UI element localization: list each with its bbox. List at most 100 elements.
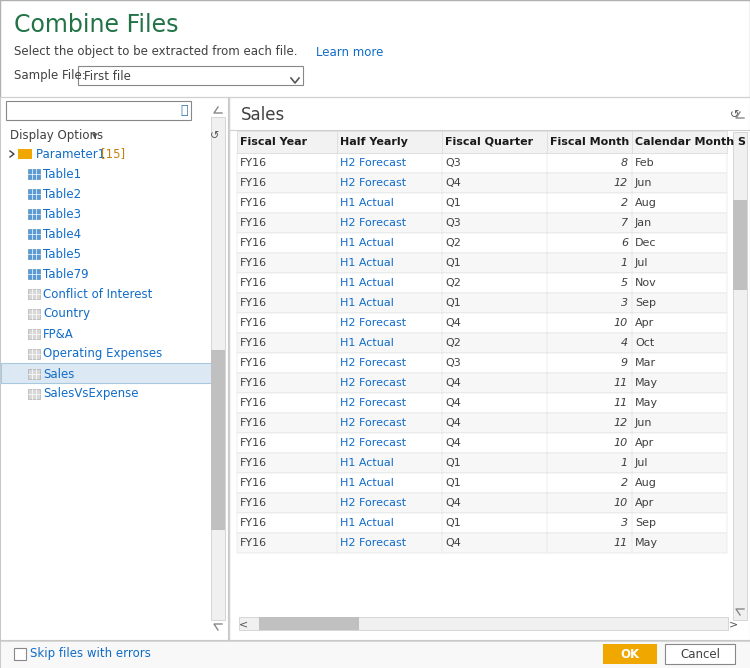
Text: 8: 8 (621, 158, 628, 168)
Text: H1 Actual: H1 Actual (340, 518, 394, 528)
Text: FY16: FY16 (240, 358, 267, 368)
Bar (237, 413, 727, 433)
Text: H2 Forecast: H2 Forecast (340, 218, 406, 228)
Bar (211, 117, 225, 620)
Text: Half Yearly: Half Yearly (340, 137, 408, 147)
Bar (28, 249, 40, 259)
Text: Q2: Q2 (445, 238, 460, 248)
Text: 2: 2 (621, 478, 628, 488)
Text: H2 Forecast: H2 Forecast (340, 538, 406, 548)
Bar (239, 617, 728, 630)
Text: Q4: Q4 (445, 318, 460, 328)
Bar (237, 293, 727, 313)
Text: Select the object to be extracted from each file.: Select the object to be extracted from e… (14, 45, 298, 59)
Text: FY16: FY16 (240, 338, 267, 348)
Text: Apr: Apr (635, 318, 654, 328)
Text: H2 Forecast: H2 Forecast (340, 438, 406, 448)
Bar (733, 132, 747, 620)
Text: H2 Forecast: H2 Forecast (340, 158, 406, 168)
Bar (237, 333, 727, 353)
Bar (237, 153, 727, 173)
Text: 11: 11 (614, 378, 628, 388)
Text: Q1: Q1 (445, 518, 460, 528)
Text: H1 Actual: H1 Actual (340, 298, 394, 308)
Text: Table4: Table4 (43, 228, 81, 240)
Text: Q2: Q2 (445, 278, 460, 288)
Text: Table5: Table5 (43, 248, 81, 261)
Text: H1 Actual: H1 Actual (340, 478, 394, 488)
Text: 11: 11 (614, 398, 628, 408)
Bar (733, 200, 747, 290)
Bar (237, 473, 727, 493)
Bar (237, 453, 727, 473)
Bar (237, 273, 727, 293)
Text: FY16: FY16 (240, 298, 267, 308)
Bar (229, 97, 750, 640)
Text: Jul: Jul (635, 258, 649, 268)
Text: May: May (635, 378, 658, 388)
Text: <: < (238, 619, 248, 629)
Text: Jun: Jun (635, 178, 652, 188)
Bar (18, 149, 32, 159)
Text: FY16: FY16 (240, 518, 267, 528)
Text: Feb: Feb (635, 158, 655, 168)
Text: H2 Forecast: H2 Forecast (340, 398, 406, 408)
Text: 10: 10 (614, 318, 628, 328)
Text: ↺: ↺ (210, 131, 219, 141)
Text: Q3: Q3 (445, 358, 460, 368)
Text: Q3: Q3 (445, 158, 460, 168)
Text: Q4: Q4 (445, 378, 460, 388)
Text: H2 Forecast: H2 Forecast (340, 178, 406, 188)
Text: Parameter1: Parameter1 (36, 148, 109, 160)
Text: Q4: Q4 (445, 398, 460, 408)
Text: Mar: Mar (635, 358, 656, 368)
Bar (28, 389, 40, 399)
Text: FY16: FY16 (240, 258, 267, 268)
Text: Display Options: Display Options (10, 130, 103, 142)
Bar (237, 353, 727, 373)
Text: Sales: Sales (43, 367, 74, 381)
Bar (78, 66, 303, 85)
Text: FP&A: FP&A (43, 327, 74, 341)
Text: 1: 1 (621, 258, 628, 268)
Text: Learn more: Learn more (316, 45, 383, 59)
Text: Q4: Q4 (445, 438, 460, 448)
Bar (28, 209, 40, 219)
Text: Sep: Sep (635, 518, 656, 528)
Text: Q4: Q4 (445, 418, 460, 428)
Text: H1 Actual: H1 Actual (340, 258, 394, 268)
Text: Jun: Jun (635, 418, 652, 428)
Text: FY16: FY16 (240, 418, 267, 428)
Text: 10: 10 (614, 498, 628, 508)
Text: Q1: Q1 (445, 258, 460, 268)
Bar (237, 513, 727, 533)
Text: H2 Forecast: H2 Forecast (340, 378, 406, 388)
Text: Operating Expenses: Operating Expenses (43, 347, 162, 361)
Text: Q2: Q2 (445, 338, 460, 348)
Text: FY16: FY16 (240, 318, 267, 328)
Text: H2 Forecast: H2 Forecast (340, 358, 406, 368)
Bar (28, 329, 40, 339)
Text: H2 Forecast: H2 Forecast (340, 498, 406, 508)
Bar (28, 269, 40, 279)
Text: May: May (635, 538, 658, 548)
Text: FY16: FY16 (240, 538, 267, 548)
Text: First file: First file (84, 69, 130, 83)
Text: 3: 3 (621, 518, 628, 528)
Bar (28, 309, 40, 319)
Bar (237, 393, 727, 413)
Bar (237, 213, 727, 233)
Text: H1 Actual: H1 Actual (340, 198, 394, 208)
Text: Q1: Q1 (445, 478, 460, 488)
Text: H2 Forecast: H2 Forecast (340, 318, 406, 328)
Text: FY16: FY16 (240, 278, 267, 288)
Text: FY16: FY16 (240, 178, 267, 188)
Text: Q1: Q1 (445, 298, 460, 308)
Text: Dec: Dec (635, 238, 656, 248)
Text: 6: 6 (621, 238, 628, 248)
Text: H1 Actual: H1 Actual (340, 278, 394, 288)
Bar (18, 149, 32, 153)
Text: H1 Actual: H1 Actual (340, 238, 394, 248)
Bar (237, 373, 727, 393)
Bar (237, 233, 727, 253)
